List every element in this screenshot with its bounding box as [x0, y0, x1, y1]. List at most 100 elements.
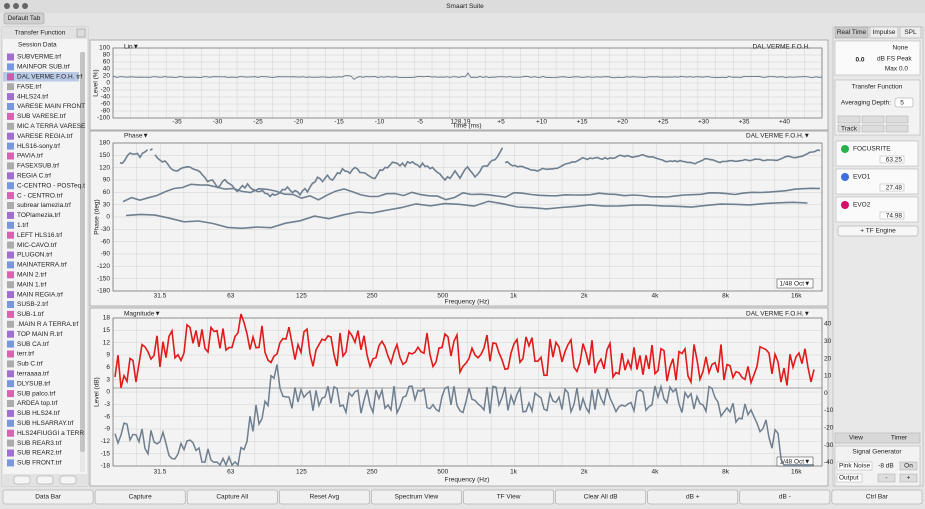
file-icon [7, 439, 14, 447]
output-select[interactable] [836, 473, 863, 483]
measurement-box[interactable] [835, 196, 919, 223]
file-icon [7, 310, 14, 318]
on-button[interactable] [899, 461, 918, 471]
toolbar-button[interactable] [94, 489, 186, 505]
magnitude-panel [89, 307, 829, 487]
tools-button[interactable] [885, 124, 909, 133]
toolbar-button-label: dB + [686, 494, 700, 501]
toolbar-button[interactable] [831, 489, 923, 505]
mode-tab[interactable] [869, 26, 899, 39]
smoothing-box[interactable] [776, 456, 814, 467]
file-item: FASE.trf [17, 83, 41, 90]
mode-tab[interactable] [834, 26, 869, 39]
sidebar-button[interactable] [59, 475, 77, 485]
toolbar-button[interactable] [2, 489, 94, 505]
file-item: SUBVERME.trf [17, 54, 61, 61]
y-tick-label: 120 [99, 164, 110, 171]
measurement-dot[interactable] [841, 145, 849, 153]
toolbar-button[interactable] [647, 489, 739, 505]
x-tick-label: 500 [437, 293, 448, 300]
file-item: MAIN 2.trf [17, 272, 46, 279]
zoom-button[interactable] [22, 3, 28, 9]
y-tick-label: 9 [106, 352, 110, 359]
x-tick-label: 16k [791, 293, 802, 300]
file-item: LEFT HLS16.trf [17, 232, 62, 239]
plot-area [112, 142, 823, 292]
file-icon [7, 409, 14, 417]
file-icon [7, 271, 14, 279]
file-item: PLUGON.trf [17, 252, 52, 259]
y-tick-label: -60 [101, 101, 111, 108]
toolbar-button[interactable] [463, 489, 554, 505]
toolbar-button[interactable] [186, 489, 278, 505]
measurement-dot[interactable] [841, 201, 849, 209]
y-tick-label: 12 [103, 339, 111, 346]
file-icon [7, 93, 14, 101]
plot-title: Lin▼ [124, 44, 139, 51]
y-tick-label: -3 [104, 401, 110, 408]
y2-tick-label: -10 [824, 407, 834, 414]
file-icon [7, 360, 14, 368]
file-icon [7, 449, 14, 457]
y-tick-label: 18 [103, 315, 111, 322]
minus-button[interactable] [877, 473, 896, 483]
toolbar-button[interactable] [279, 489, 370, 505]
stop-button[interactable] [885, 115, 909, 124]
file-item: .MAIN R A TERRA.trf [17, 321, 78, 328]
measurement-box[interactable] [835, 140, 919, 167]
x-tick-label: -35 [172, 119, 182, 126]
phase-panel [89, 130, 829, 307]
meter-max: Max 0.0 [885, 66, 909, 73]
y2-tick-label: 30 [824, 338, 832, 345]
file-icon [7, 301, 14, 308]
toolbar-button[interactable] [555, 489, 646, 505]
tab[interactable] [3, 12, 45, 25]
magnitude-trace [114, 313, 815, 388]
signal-select[interactable] [836, 461, 873, 471]
y-tick-label: -15 [101, 450, 111, 457]
plus-button[interactable] [899, 473, 918, 483]
smoothing-select: 1/48 Oct▼ [779, 281, 810, 288]
scroll-thumb[interactable] [80, 52, 85, 452]
toolbar-button[interactable] [739, 489, 831, 505]
window-title: Smaart Suite [446, 3, 484, 10]
y2-tick-label: 20 [824, 355, 832, 362]
add-engine-button[interactable] [837, 225, 919, 237]
on-label: On [904, 463, 913, 470]
smoothing-box[interactable] [776, 278, 814, 289]
y-tick-label: -90 [101, 251, 111, 258]
minimize-button[interactable] [13, 3, 19, 9]
mode-tab[interactable] [899, 26, 922, 39]
y-tick-label: -12 [101, 438, 111, 445]
file-item: DLYSUB.trf [17, 380, 50, 387]
file-item: MAINATERRA.trf [17, 262, 67, 269]
y-tick-label: -60 [101, 238, 111, 245]
x-tick-label: -15 [334, 119, 344, 126]
sidebar-menu[interactable] [76, 28, 86, 38]
play-button[interactable] [837, 115, 861, 124]
file-icon [7, 320, 14, 328]
track-button[interactable] [837, 124, 861, 133]
averaging-select[interactable] [894, 97, 914, 108]
file-icon [7, 231, 14, 239]
file-icon [7, 172, 14, 180]
add-engine-label: + TF Engine [860, 228, 896, 235]
measurement-box[interactable] [835, 168, 919, 195]
y-tick-label: -20 [101, 87, 111, 94]
delay-button[interactable] [861, 124, 885, 133]
close-button[interactable] [4, 3, 10, 9]
info-button[interactable] [13, 475, 31, 485]
file-icon [7, 340, 14, 348]
file-item: VARESE MAIN FRONT [17, 103, 85, 110]
x-tick-label: 31.5 [154, 293, 167, 300]
measurement-dot[interactable] [841, 173, 849, 181]
sidebar-button[interactable] [36, 475, 54, 485]
y2-tick-label: -20 [824, 425, 834, 432]
file-item: VARESE REGIA.trf [17, 133, 73, 140]
trace-label: DAL VERME F.O.H. [752, 44, 810, 51]
file-item: REGIA C.trf [17, 173, 51, 180]
toolbar-button-label: dB - [779, 494, 791, 501]
pause-button[interactable] [861, 115, 885, 124]
toolbar-button[interactable] [371, 489, 462, 505]
file-item: SUB palco.trf [17, 390, 55, 397]
